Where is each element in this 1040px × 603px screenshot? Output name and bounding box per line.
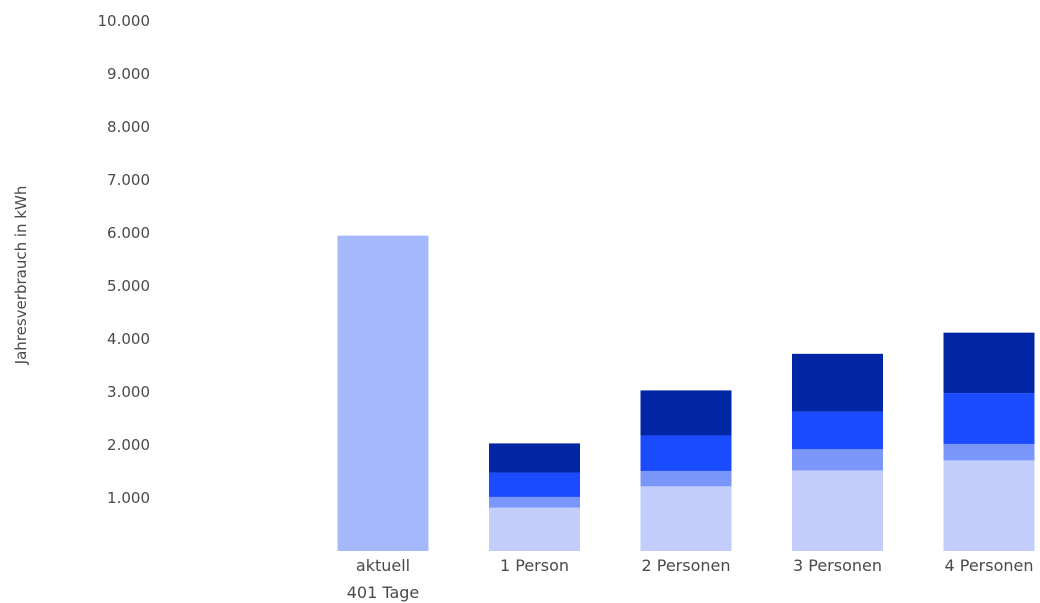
bar-segment-2 [944,444,1035,460]
bar-segment-3 [944,393,1035,444]
y-tick-label: 10.000 [98,12,151,30]
y-axis-label: Jahresverbrauch in kWh [12,186,30,366]
y-tick-label: 5.000 [107,277,150,295]
y-tick-label: 4.000 [107,330,150,348]
y-tick-label: 2.000 [107,436,150,454]
x-tick-sublabel: 401 Tage [347,583,420,602]
bar-segment-4 [641,390,732,435]
bar-segment-4 [792,354,883,412]
bar-segment-1 [489,508,580,551]
bar-current [338,236,429,551]
bar-segment-3 [641,435,732,471]
bar-segment-4 [944,333,1035,393]
y-tick-label: 7.000 [107,171,150,189]
bar-segment-1 [641,486,732,551]
bar-segment-1 [944,460,1035,551]
bar-segment-3 [489,473,580,497]
y-tick-label: 8.000 [107,118,150,136]
y-tick-label: 6.000 [107,224,150,242]
bar-segment-2 [489,497,580,508]
x-tick-label: 3 Personen [793,556,882,575]
bar-segment-3 [792,412,883,450]
bar-segment-2 [641,471,732,486]
x-tick-label: 4 Personen [944,556,1033,575]
y-tick-label: 1.000 [107,489,150,507]
y-axis: 1.000 2.000 3.000 4.000 5.000 6.000 7.000 8.000… [98,12,151,507]
x-tick-label: 2 Personen [641,556,730,575]
bar-segment-4 [489,443,580,472]
y-tick-label: 3.000 [107,383,150,401]
bar-segment-1 [792,470,883,551]
x-tick-label: aktuell [356,556,410,575]
bars [338,236,1035,551]
x-axis: aktuell 401 Tage 1 Person 2 Personen 3 Perso… [347,556,1034,602]
y-tick-label: 9.000 [107,65,150,83]
bar-segment-2 [792,449,883,470]
x-tick-label: 1 Person [500,556,569,575]
